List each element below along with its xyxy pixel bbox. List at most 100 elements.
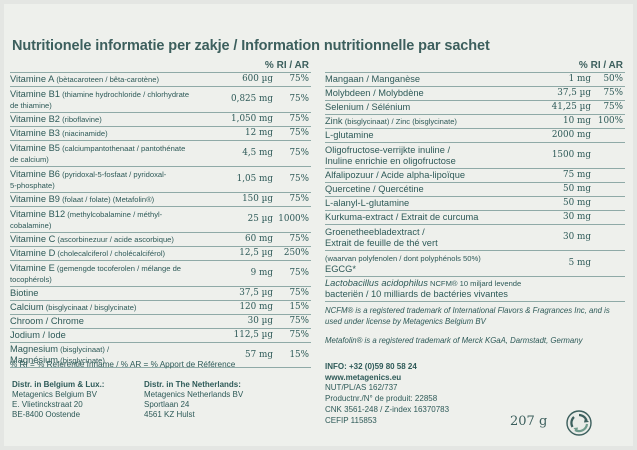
nutrient-ri-percent: 75% <box>289 234 309 244</box>
nutrient-source: (ascorbinezuur / acide ascorbique) <box>55 235 174 244</box>
distributor-line: 4561 KZ Hulst <box>144 410 195 419</box>
nutrient-source: NCFM® 10 miljard levende <box>427 279 522 288</box>
table-row: Vitamine B2 (riboflavine) 1,050 mg 75% <box>10 112 311 126</box>
nutrient-label-line2: EGCG* <box>325 263 356 274</box>
table-row: Vitamine E (gemengde tocoferolen / mélan… <box>10 260 311 286</box>
nutrient-name: Jodium / Iode <box>10 330 193 341</box>
nutrient-name: Vitamine B12 (methylcobalamine / méthyl-… <box>10 209 193 231</box>
nutrient-ri-percent: 75% <box>289 148 309 158</box>
nutrient-amount: 2000 mg <box>551 130 591 140</box>
nutrient-source: (bisglycinaat) / Zinc (bisglycinate) <box>342 117 457 126</box>
nutrient-label-line2: Extrait de feuille de thé vert <box>325 237 438 248</box>
nutrition-table-right: % RI / AR Mangaan / Manganèse 1 mg 50% Moly… <box>325 60 625 302</box>
nutrient-label: L-glutamine <box>325 130 374 140</box>
table-row: Kurkuma-extract / Extrait de curcuma 30 m… <box>325 210 625 224</box>
nutrient-ri-percent: 75% <box>289 288 309 298</box>
nutrient-name: Vitamine B2 (riboflavine) <box>10 114 193 125</box>
nutrient-name: L-alanyl-L-glutamine <box>325 198 531 209</box>
nutrient-label: Magnesium <box>10 344 59 354</box>
nutrient-amount: 9 mg <box>250 268 273 278</box>
table-row: Oligofructose-verrijkte inuline / Inuline… <box>325 142 625 168</box>
nutrient-label: Vitamine C <box>10 234 56 244</box>
table-row: Vitamine B5 (calciumpantothenaat / panto… <box>10 140 311 166</box>
nutrient-ri-percent: 50% <box>603 74 623 84</box>
info-nut: NUT/PL/AS 162/737 <box>325 383 398 393</box>
nutrient-amount: 30 mg <box>563 232 591 242</box>
nutrient-label: Molybdeen / Molybdène <box>325 88 424 98</box>
nutrient-ri-percent: 75% <box>289 316 309 326</box>
table-row: Vitamine B3 (niacinamide) 12 mg 75% <box>10 126 311 140</box>
table-row: Alfalipozuur / Acide alpha-lipoïque 75 mg <box>325 168 625 182</box>
nutrient-ri-percent: 75% <box>603 88 623 98</box>
table-row: Groenetheebladextract / Extrait de feuill… <box>325 224 625 250</box>
nutrient-ri-percent: 75% <box>289 174 309 184</box>
nutrient-source: (gemengde tocoferolen / mélange de <box>54 263 182 273</box>
info-cefip: CEFIP 115853 <box>325 415 377 425</box>
nutrient-amount: 120 mg <box>239 302 273 312</box>
nutrient-source-line2: tocophérols) <box>10 274 52 284</box>
info-cnk: CNK 3561-248 / Z-index 16370783 <box>325 404 450 414</box>
table-row: Vitamine B12 (methylcobalamine / méthyl-… <box>10 206 311 232</box>
table-row: Biotine 37,5 µg 75% <box>10 286 311 300</box>
nutrient-label: Vitamine B3 <box>10 128 60 138</box>
distributor-line: Metagenics Belgium BV <box>12 390 97 399</box>
nutrient-source-line2: de calcium) <box>10 154 49 164</box>
info-website: www.metagenics.eu <box>325 372 402 382</box>
distributor-line: E. Vlietinckstraat 20 <box>12 400 83 409</box>
page-title: Nutritionele informatie per zakje / Info… <box>12 38 490 54</box>
nutrient-amount: 1500 mg <box>551 150 591 160</box>
nutrient-amount: 112,5 µg <box>233 330 273 340</box>
table-row: Vitamine B6 (pyridoxal-5-fosfaat / pyrid… <box>10 166 311 192</box>
distributor-line: Metagenics Netherlands BV <box>144 390 244 399</box>
nutrient-name: Biotine <box>10 288 193 299</box>
nutrient-source: (bètacaroteen / bêta-carotène) <box>54 75 159 84</box>
table-row: Vitamine C (ascorbinezuur / acide ascorb… <box>10 232 311 246</box>
table-row: Lactobacillus acidophilus NCFM® 10 milja… <box>325 276 625 302</box>
trademark-note-ncfm: NCFM® is a registered trademark of Inter… <box>325 306 610 326</box>
nutrition-table-left: % RI / AR Vitamine A (bètacaroteen / bêt… <box>10 60 311 368</box>
nutrient-label: Calcium <box>10 302 44 312</box>
nutrient-name: Vitamine B6 (pyridoxal-5-fosfaat / pyrid… <box>10 169 193 191</box>
nutrient-name: Zink (bisglycinaat) / Zinc (bisglycinate… <box>325 116 531 127</box>
nutrient-source: (folaat / folate) (Metafolin®) <box>59 195 155 204</box>
nutrient-label-line2: bacteriën / 10 milliards de bactéries vi… <box>325 289 508 299</box>
label-panel <box>4 4 633 446</box>
nutrient-name: Vitamine A (bètacaroteen / bêta-carotène… <box>10 74 193 85</box>
distributor-title: Distr. in Belgium & Lux.: <box>12 380 105 389</box>
nutrient-amount: 12,5 µg <box>239 248 273 258</box>
nutrient-amount: 4,5 mg <box>242 148 273 158</box>
nutrient-ri-percent: 75% <box>289 194 309 204</box>
nutrient-ri-percent: 75% <box>289 74 309 84</box>
nutrient-ri-percent: 75% <box>289 268 309 278</box>
nutrient-amount: 60 mg <box>245 234 273 244</box>
nutrient-label: Jodium / Iode <box>10 330 66 340</box>
nutrient-amount: 1,05 mg <box>236 174 273 184</box>
table-row: Jodium / Iode 112,5 µg 75% <box>10 328 311 342</box>
distributor-title: Distr. in The Netherlands: <box>144 380 241 389</box>
nutrient-source: (methylcobalamine / méthyl- <box>65 209 163 219</box>
distributor-line: BE-8400 Oostende <box>12 410 81 419</box>
trademark-note-metafolin: Metafolin® is a registered trademark of … <box>325 336 583 345</box>
nutrient-name: Vitamine E (gemengde tocoferolen / mélan… <box>10 263 193 285</box>
nutrient-name: Vitamine D (cholecalciferol / cholécalci… <box>10 248 193 259</box>
nutrient-label: Vitamine B9 <box>10 194 60 204</box>
nutrient-amount: 57 mg <box>245 349 273 360</box>
nutrient-amount: 50 mg <box>563 184 591 194</box>
nutrient-label: Mangaan / Manganèse <box>325 74 421 84</box>
table-header-pct: % RI / AR <box>578 60 623 71</box>
nutrient-amount: 150 µg <box>242 194 273 204</box>
nutrient-ri-percent: 15% <box>289 302 309 312</box>
nutrient-ri-percent: 75% <box>289 94 309 104</box>
nutrient-label: Vitamine B6 <box>10 168 60 179</box>
nutrient-source: (calciumpantothenaat / pantothénate <box>59 143 186 153</box>
nutrient-label: L-alanyl-L-glutamine <box>325 198 410 208</box>
nutrient-name: Magnesium (bisglycinaat) / Magnésium (bis… <box>10 344 193 366</box>
nutrient-label: Selenium / Sélénium <box>325 102 411 112</box>
nutrient-amount: 1,050 mg <box>231 114 273 124</box>
nutrient-name: (waarvan polyfenolen / dont polyphénols … <box>325 253 531 275</box>
nutrient-source: (riboflavine) <box>59 115 102 124</box>
nutrient-amount: 600 µg <box>242 74 273 84</box>
nutrient-ri-percent: 75% <box>289 114 309 124</box>
nutrient-label: Biotine <box>10 288 39 298</box>
table-row: Vitamine B1 (thiamine hydrochloride / ch… <box>10 86 311 112</box>
